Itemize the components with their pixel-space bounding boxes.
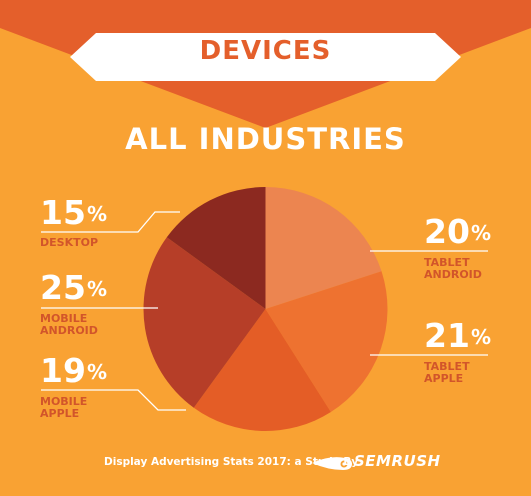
pie-slice-tablet-android [265, 187, 382, 309]
pct-sign: % [470, 325, 491, 349]
label-mobile-android-line1: MOBILE [40, 312, 88, 325]
pie-chart [143, 187, 388, 432]
title-banner [70, 33, 461, 81]
pct-tablet-android-value: 20 [424, 212, 470, 251]
pct-mobile-android-value: 25 [40, 268, 86, 307]
pct-mobile-apple: 19% [40, 351, 107, 390]
pct-tablet-apple: 21% [424, 316, 491, 355]
pct-desktop: 15% [40, 193, 107, 232]
footer-brand: SEMRUSH [354, 452, 441, 470]
pct-mobile-apple-value: 19 [40, 351, 86, 390]
label-tablet-apple: TABLET APPLE [424, 361, 514, 385]
pct-desktop-value: 15 [40, 193, 86, 232]
label-tablet-android-line2: ANDROID [424, 268, 482, 281]
pie-slice-tablet-apple [265, 271, 388, 413]
pct-tablet-android: 20% [424, 212, 491, 251]
footer-text: Display Advertising Stats 2017: a Study … [104, 456, 359, 468]
label-tablet-android-line1: TABLET [424, 256, 470, 269]
label-tablet-android: TABLET ANDROID [424, 257, 514, 281]
page-title: DEVICES [199, 36, 332, 66]
pct-mobile-android: 25% [40, 268, 107, 307]
leader-line-mobile-apple [41, 389, 186, 411]
label-tablet-apple-line2: APPLE [424, 372, 464, 385]
label-tablet-apple-line1: TABLET [424, 360, 470, 373]
chart-title: ALL INDUSTRIES [125, 122, 406, 156]
label-desktop: DESKTOP [40, 237, 130, 249]
label-mobile-android-line2: ANDROID [40, 324, 98, 337]
label-mobile-apple: MOBILE APPLE [40, 396, 130, 420]
label-mobile-apple-line2: APPLE [40, 407, 80, 420]
pct-sign: % [86, 202, 107, 226]
pct-tablet-apple-value: 21 [424, 316, 470, 355]
label-desktop-line1: DESKTOP [40, 236, 99, 249]
pie-slice-mobile-android [143, 237, 266, 408]
semrush-logo-icon [312, 457, 352, 470]
leader-line-desktop [41, 211, 180, 233]
pie-slice-desktop [166, 187, 266, 309]
label-mobile-apple-line1: MOBILE [40, 395, 88, 408]
pct-sign: % [470, 221, 491, 245]
label-mobile-android: MOBILE ANDROID [40, 313, 130, 337]
pct-sign: % [86, 277, 107, 301]
pie-slice-mobile-apple [193, 309, 331, 432]
pct-sign: % [86, 360, 107, 384]
